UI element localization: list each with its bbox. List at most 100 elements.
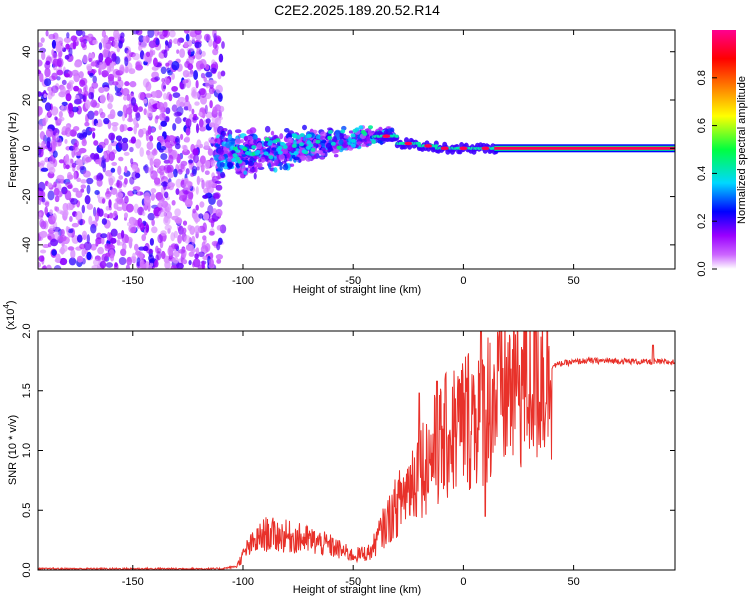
spectrogram-cell (66, 32, 70, 39)
spectrogram-cell (103, 151, 107, 159)
figure-title: C2E2.2025.189.20.52.R14 (274, 2, 440, 18)
spectrogram-cell (75, 190, 83, 198)
spectrogram-cell (141, 127, 147, 134)
spectrogram-cell (107, 93, 114, 103)
spectrogram-cell (159, 112, 166, 121)
spectrogram-cell (182, 220, 188, 226)
spectrogram-cell (215, 37, 221, 45)
spectrogram-cell (41, 51, 46, 61)
spectrogram-cell (150, 192, 156, 201)
spectrogram-cell (64, 127, 72, 137)
spectrogram-cell (81, 230, 88, 240)
spectrogram-cell (327, 130, 333, 134)
colorbar-tick-label: 0.6 (696, 118, 708, 133)
spectrogram-cell (63, 209, 69, 217)
spectrogram-cell (121, 88, 130, 96)
spectrogram-cell (45, 128, 54, 138)
spectrogram-cell (327, 146, 333, 151)
spectrogram-cell (172, 92, 181, 99)
spectrogram-cell (312, 129, 318, 134)
spectrogram-cell (85, 99, 91, 110)
spectrogram-cell (286, 137, 293, 144)
spectrogram-cell (214, 180, 222, 184)
spectrogram-cell (147, 30, 155, 38)
spectrogram-cell (92, 75, 97, 84)
spectrogram-cell (280, 142, 286, 146)
spectrogram-cell (283, 147, 289, 155)
spectrogram-cell (217, 105, 225, 113)
spectrogram-cell (60, 246, 65, 255)
spectrogram-cell (202, 255, 209, 261)
spectrogram-cell (68, 47, 73, 57)
spectrogram-cell (67, 174, 74, 180)
spectrogram-cell (208, 258, 214, 268)
spectrogram-cell (145, 131, 150, 142)
spectrogram-cell (195, 79, 199, 89)
spectrogram-cell (76, 150, 82, 156)
x-tick-label: -100 (232, 275, 254, 287)
spectrogram-cell (133, 125, 138, 135)
spectrogram-cell (160, 250, 166, 260)
spectrogram-cell (306, 133, 312, 138)
spectrogram-cell (174, 143, 181, 150)
spectrogram-cell (154, 30, 159, 37)
spectrogram-cell (82, 170, 91, 178)
spectrogram-cell (182, 144, 188, 152)
spectrogram-cell (245, 151, 250, 155)
spectrogram-cell (111, 161, 118, 166)
spectrogram-cell (112, 81, 119, 86)
spectrogram-cell (191, 36, 196, 44)
spectrogram-cell (200, 163, 205, 173)
spectrogram-cell (180, 133, 184, 140)
spectrogram-cell (115, 91, 123, 96)
spectrogram-cell (221, 132, 226, 138)
spectrogram-cell (126, 221, 132, 227)
spectrogram-cell (64, 73, 70, 78)
spectrogram-cell (98, 52, 104, 63)
spectrogram-cell (192, 148, 199, 156)
spectrogram-cell (101, 218, 108, 225)
spectrogram-cell (256, 162, 263, 169)
spectrogram-cell (73, 85, 80, 92)
spectrogram-cell (220, 171, 226, 179)
spectrogram-cell (189, 225, 196, 236)
spectrogram-cell (247, 135, 253, 140)
spectrogram-cell (225, 141, 232, 149)
spectrogram-cell (164, 203, 172, 213)
spectrogram-cell (143, 108, 147, 116)
spectrogram-cell (87, 110, 95, 120)
spectrogram-cell (194, 101, 200, 106)
spectrogram-cell (168, 154, 174, 165)
spectrogram-cell (301, 149, 307, 154)
spectrogram-cell (350, 133, 356, 138)
spectrogram-cell (68, 246, 74, 251)
spectrogram-cell (83, 241, 92, 251)
spectrogram-cell (213, 193, 220, 200)
spectrogram-cell (289, 163, 295, 167)
spectrogram-y-label: Frequency (Hz) (7, 112, 19, 188)
snr-y-label: SNR (10 * v/v) (7, 415, 19, 485)
spectrogram-cell (58, 234, 67, 242)
spectrogram-cell (141, 211, 146, 217)
spectrogram-cell (201, 179, 205, 190)
spectrogram-cell (145, 224, 150, 233)
snr-x-label: Height of straight line (km) (293, 584, 421, 596)
spectrogram-cell (122, 242, 127, 251)
spectrogram-cell (84, 249, 88, 255)
spectrogram-cell (440, 146, 449, 151)
spectrogram-cell (171, 85, 178, 92)
spectrogram-cell (38, 42, 43, 48)
spectrogram-cell (165, 107, 171, 115)
spectrogram-cell (215, 143, 221, 148)
spectrogram-cell (125, 203, 134, 213)
spectrogram-cell (124, 56, 129, 67)
spectrogram-cell (252, 134, 258, 141)
spectrogram-cell (99, 260, 107, 269)
spectrogram-cell (52, 213, 57, 222)
spectrogram-cell (39, 160, 46, 166)
spectrogram-cell (148, 258, 155, 264)
spectrogram-cell (102, 87, 110, 92)
spectrogram-cell (434, 144, 439, 148)
spectrogram-cell (138, 44, 143, 51)
spectrogram-cell (46, 141, 51, 149)
